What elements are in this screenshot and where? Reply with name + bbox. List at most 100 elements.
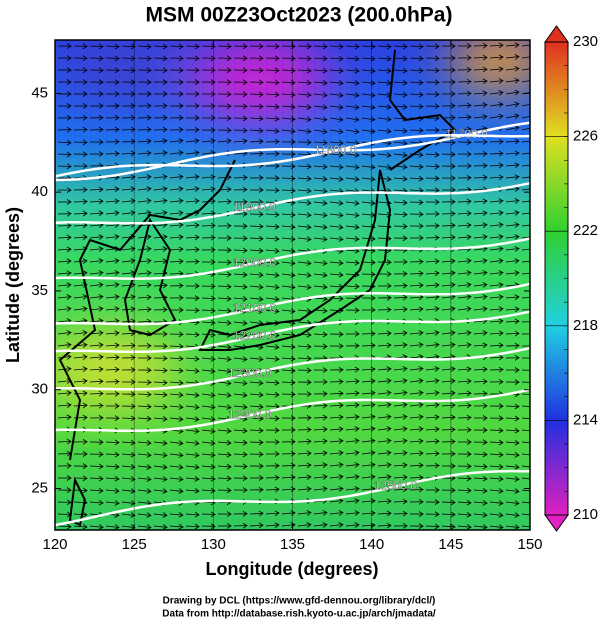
- contour-label: 11700.0: [445, 127, 488, 141]
- wind-arrow: [249, 439, 264, 446]
- wind-arrow: [409, 462, 424, 469]
- wind-arrow: [201, 55, 216, 62]
- wind-arrow: [393, 414, 408, 420]
- wind-arrow: [73, 198, 88, 205]
- wind-arrow: [233, 283, 248, 290]
- wind-arrow: [521, 333, 530, 335]
- wind-arrow: [505, 125, 520, 131]
- wind-arrow: [345, 200, 360, 206]
- wind-arrow: [265, 248, 280, 254]
- wind-arrow: [89, 390, 104, 397]
- wind-arrow: [89, 139, 104, 145]
- wind-arrow: [201, 404, 216, 410]
- wind-arrow: [121, 403, 136, 410]
- wind-arrow: [521, 115, 530, 119]
- wind-arrow: [313, 104, 328, 110]
- wind-arrow: [441, 151, 456, 158]
- wind-arrow: [73, 306, 88, 312]
- wind-arrow: [393, 294, 408, 301]
- wind-arrow: [425, 426, 440, 433]
- wind-arrow: [425, 270, 440, 277]
- wind-arrow: [201, 331, 216, 338]
- wind-arrow: [505, 186, 520, 192]
- wind-arrow: [201, 307, 216, 314]
- wind-arrow: [105, 378, 120, 385]
- wind-arrow: [521, 260, 530, 263]
- wind-arrow: [217, 283, 232, 290]
- wind-arrow: [249, 43, 264, 50]
- wind-arrow: [329, 212, 344, 218]
- wind-arrow: [425, 211, 440, 217]
- wind-arrow: [393, 378, 408, 384]
- wind-arrow: [201, 283, 216, 290]
- wind-arrow: [489, 427, 504, 434]
- wind-arrow: [249, 451, 264, 458]
- wind-arrow: [457, 330, 472, 336]
- wind-arrow: [473, 500, 488, 506]
- wind-arrow: [521, 525, 530, 528]
- wind-arrow: [521, 393, 530, 395]
- wind-arrow: [217, 380, 232, 386]
- wind-arrow: [153, 440, 168, 446]
- x-tick-label: 120: [42, 536, 67, 553]
- wind-arrow: [393, 330, 408, 336]
- wind-arrow: [73, 163, 88, 169]
- wind-arrow: [249, 115, 264, 122]
- wind-arrow: [521, 127, 530, 131]
- colorbar-tick-label: 218: [573, 317, 598, 334]
- wind-arrow: [217, 344, 232, 350]
- wind-arrow: [393, 115, 408, 122]
- wind-arrow: [57, 450, 72, 457]
- wind-arrow: [521, 152, 530, 155]
- wind-arrow: [249, 55, 264, 62]
- wind-arrow: [473, 294, 488, 300]
- wind-arrow: [393, 103, 408, 110]
- wind-arrow: [329, 331, 344, 338]
- wind-arrow: [329, 176, 344, 182]
- wind-arrow: [313, 116, 328, 123]
- wind-arrow: [137, 440, 152, 446]
- wind-arrow: [201, 428, 216, 434]
- wind-arrow: [377, 438, 392, 444]
- wind-arrow: [73, 186, 88, 193]
- wind-arrow: [153, 138, 168, 144]
- wind-arrow: [137, 150, 152, 156]
- wind-arrow: [105, 451, 120, 458]
- wind-arrow: [265, 272, 280, 278]
- wind-arrow: [137, 67, 152, 74]
- wind-arrow: [217, 198, 232, 205]
- wind-arrow: [505, 89, 520, 96]
- wind-arrow: [457, 463, 472, 470]
- wind-arrow: [233, 247, 248, 254]
- wind-arrow: [377, 235, 392, 242]
- wind-arrow: [441, 414, 456, 421]
- wind-arrow: [393, 235, 408, 242]
- contour-label: 12300.0: [228, 366, 272, 380]
- wind-arrow: [393, 474, 408, 481]
- wind-arrow: [185, 295, 200, 301]
- wind-arrow: [89, 366, 104, 373]
- wind-arrow: [169, 126, 184, 133]
- wind-arrow: [505, 258, 520, 264]
- wind-arrow: [233, 55, 248, 62]
- wind-arrow: [313, 92, 328, 98]
- wind-arrow: [233, 522, 248, 529]
- wind-arrow: [473, 102, 488, 108]
- wind-arrow: [345, 43, 360, 50]
- wind-arrow: [233, 487, 248, 493]
- wind-arrow: [265, 308, 280, 314]
- wind-arrow: [169, 186, 184, 192]
- wind-arrow: [169, 234, 184, 241]
- wind-arrow: [489, 403, 504, 409]
- wind-arrow: [377, 342, 392, 349]
- wind-arrow: [457, 499, 472, 506]
- wind-arrow: [457, 234, 472, 240]
- wind-arrow: [313, 390, 328, 397]
- wind-arrow: [73, 234, 88, 241]
- wind-arrow: [521, 176, 530, 179]
- wind-arrow: [441, 79, 456, 85]
- wind-arrow: [297, 343, 312, 350]
- wind-arrow: [153, 476, 168, 482]
- wind-arrow: [505, 476, 520, 482]
- wind-arrow: [489, 54, 504, 61]
